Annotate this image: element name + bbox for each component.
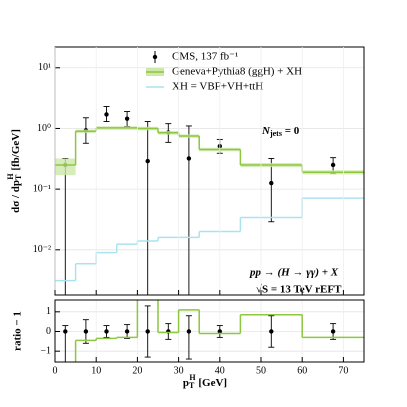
x-tick-label: 40: [215, 365, 225, 376]
legend-swatch: [152, 54, 158, 60]
data-point: [269, 180, 274, 186]
data-point: [217, 329, 222, 334]
data-point: [186, 329, 192, 334]
y-label-part: [fb/GeV]: [10, 129, 22, 173]
annotation: Njets = 0: [261, 125, 300, 138]
y-tick-label: 10¹: [38, 62, 51, 73]
data-point: [124, 116, 130, 121]
data-point: [104, 329, 109, 334]
y-tick-label: 10⁰: [37, 123, 51, 134]
y-tick-label: 0: [46, 326, 51, 337]
y-tick-label: 10⁻²: [33, 244, 51, 255]
annotation-part: N: [261, 125, 271, 137]
x-tick-label: 30: [174, 365, 184, 376]
data-point: [186, 156, 192, 161]
x-tick-label: 60: [297, 365, 307, 376]
data-point: [330, 329, 336, 334]
annotation: pp → (H → γγ) + X: [249, 267, 339, 279]
y-tick-label: −1: [40, 345, 51, 356]
data-point: [104, 112, 109, 117]
data-point: [330, 162, 336, 168]
data-point: [269, 329, 274, 334]
legend-label: XH = VBF+VH+ttH: [172, 81, 263, 93]
annotation-part: = 0: [282, 125, 300, 137]
x-axis-label: pTH [GeV]: [183, 373, 227, 390]
legend-label: Geneva+Pythia8 (ggH) + XH: [172, 66, 302, 78]
x-label-part: [GeV]: [196, 377, 227, 389]
data-point: [63, 329, 68, 334]
x-tick-label: 10: [91, 365, 101, 376]
x-label-part: T: [189, 381, 195, 390]
x-tick-label: 20: [132, 365, 142, 376]
axes-frame: [54, 299, 365, 363]
x-tick-label: 70: [338, 365, 348, 376]
y-label-part: T: [14, 174, 23, 180]
data-point: [124, 329, 130, 334]
x-tick-label: 50: [256, 365, 266, 376]
x-tick-label: 0: [53, 365, 58, 376]
annotation: √S = 13 TeV rEFT: [256, 284, 342, 296]
annotation-part: jets: [269, 129, 282, 138]
y-axis-label: dσ / dpTH [fb/GeV]: [6, 129, 23, 213]
data-point: [145, 329, 150, 334]
y-tick-label: 1: [46, 306, 51, 317]
y-axis-label: ratio − 1: [12, 311, 24, 351]
data-point: [145, 158, 150, 164]
legend-label: CMS, 137 fb⁻¹: [172, 51, 238, 63]
y-label-part: H: [6, 173, 15, 180]
x-label-part: p: [183, 377, 189, 389]
uncertainty-band: [55, 158, 76, 176]
y-label-part: dσ / dp: [10, 180, 22, 213]
y-tick-label: 10⁻¹: [33, 183, 51, 194]
x-label-part: H: [189, 373, 196, 382]
data-point: [83, 329, 89, 334]
plot-area: [62, 300, 364, 362]
